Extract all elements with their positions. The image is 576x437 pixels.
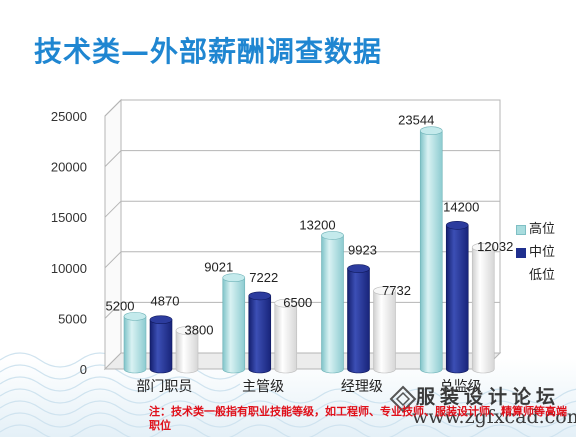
bar-high <box>419 130 443 374</box>
data-label-low: 7732 <box>382 283 411 298</box>
bar-high <box>222 277 246 374</box>
side-wall <box>104 98 122 371</box>
data-label-mid: 9923 <box>348 243 377 258</box>
gridline <box>104 150 122 167</box>
slide-title: 技术类—外部薪酬调查数据 <box>34 35 383 68</box>
bar-low <box>175 330 199 374</box>
legend-swatch-low <box>516 270 526 281</box>
bar-top-low <box>274 298 298 308</box>
x-axis-categories: 部门职员 主管级 经理级 总监级 <box>136 379 481 395</box>
data-label-high: 5200 <box>106 298 135 313</box>
y-tick-label: 15000 <box>51 210 87 225</box>
x-category-label: 总监级 <box>440 379 482 395</box>
legend-label-low: 低位 <box>529 268 556 283</box>
bar-mid <box>248 295 272 374</box>
bar-high <box>123 316 147 374</box>
y-tick-label: 10000 <box>51 261 87 276</box>
legend-item-mid: 中位 <box>516 241 555 264</box>
gridline <box>104 302 122 319</box>
bar-top-high <box>123 312 147 321</box>
data-label-high: 23544 <box>398 113 434 128</box>
legend-item-high: 高位 <box>516 218 555 241</box>
plot-frame <box>103 98 502 371</box>
data-label-high: 13200 <box>299 217 335 232</box>
legend-swatch-high <box>516 224 526 235</box>
bar-mid <box>347 268 370 374</box>
watermark-text: 服装设计论坛 <box>416 386 561 408</box>
y-tick-label: 20000 <box>51 160 87 175</box>
bar-top-low <box>373 286 396 296</box>
x-category-label: 经理级 <box>341 379 383 395</box>
bar-top-mid <box>347 264 370 273</box>
bar-top-low <box>175 326 199 335</box>
bar-top-high <box>419 126 443 136</box>
y-tick-label: 5000 <box>58 311 87 326</box>
bar-mid <box>445 224 469 374</box>
watermark-logo-icon <box>389 385 417 413</box>
bar-low <box>471 246 495 374</box>
watermark-url: www.zgfxcad.com <box>412 406 576 428</box>
gridline <box>104 99 122 117</box>
gridline <box>104 251 122 269</box>
data-label-low: 12032 <box>477 239 513 254</box>
data-label-low: 3800 <box>185 323 214 338</box>
y-axis-ticks: 0 5000 10000 15000 20000 25000 <box>51 109 87 377</box>
bar-top-mid <box>149 315 173 325</box>
y-tick-label: 25000 <box>51 109 87 124</box>
bar-top-high <box>321 231 344 240</box>
wave-pattern <box>0 352 576 437</box>
x-category-label: 主管级 <box>242 379 284 395</box>
bar-top-low <box>471 242 495 252</box>
footnote: 注：技术类一般指有职业技能等级，如工程师、专业技师、服装设计师、精算师等高端职位 <box>149 405 567 432</box>
bar-top-high <box>222 273 246 283</box>
legend-label-mid: 中位 <box>529 245 556 260</box>
data-labels: 5200 4870 3800 9021 7222 6500 13200 9923 7732 235… <box>106 113 514 338</box>
bar-top-mid <box>248 291 272 301</box>
legend-label-high: 高位 <box>529 222 556 237</box>
bar-top-mid <box>445 220 469 230</box>
data-label-low: 6500 <box>283 295 312 310</box>
bar-mid <box>149 319 173 374</box>
data-label-mid: 7222 <box>249 270 278 285</box>
data-label-mid: 14200 <box>443 199 479 214</box>
legend-swatch-mid <box>516 247 526 258</box>
forum-watermark: 服装设计论坛 www.zgfxcad.com <box>386 380 576 437</box>
bar-low <box>274 302 298 374</box>
x-category-label: 部门职员 <box>136 379 192 395</box>
data-label-high: 9021 <box>204 260 233 275</box>
gridline <box>104 200 122 218</box>
y-tick-label: 0 <box>80 362 87 377</box>
bar-high <box>321 235 344 374</box>
bar-low <box>373 290 396 374</box>
data-label-mid: 4870 <box>151 294 180 309</box>
legend: 高位 中位 低位 <box>516 218 555 287</box>
legend-item-low: 低位 <box>516 264 555 287</box>
bars <box>123 126 495 374</box>
